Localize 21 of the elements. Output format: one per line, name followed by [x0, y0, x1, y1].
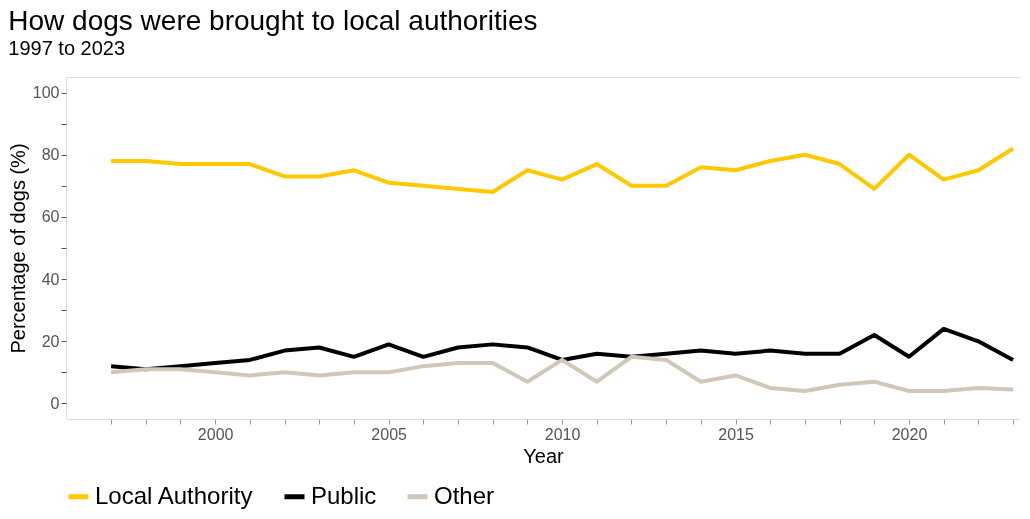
y-tick-label: 60	[41, 208, 60, 226]
line-series	[109, 326, 1016, 372]
y-tick-label: 40	[41, 270, 60, 288]
line-series	[109, 354, 1016, 394]
y-tick-label: 100	[32, 84, 60, 102]
x-tick-label: 2015	[718, 425, 754, 443]
y-tick-label: 80	[41, 146, 60, 164]
y-axis-title: Percentage of dogs (%)	[6, 143, 29, 354]
legend-label: Public	[311, 481, 377, 509]
x-axis-title: Year	[523, 444, 565, 467]
y-tick-label: 20	[41, 332, 60, 350]
legend-label: Other	[434, 481, 495, 509]
x-tick-label: 2020	[891, 425, 928, 443]
x-tick-label: 2005	[371, 425, 408, 443]
x-tick-label: 2000	[197, 425, 234, 443]
chart-title: How dogs were brought to local authorities	[8, 5, 538, 36]
x-tick-label: 2010	[544, 425, 581, 443]
y-tick-label: 0	[50, 394, 60, 412]
chart-subtitle: 1997 to 2023	[8, 37, 126, 59]
line-series	[109, 146, 1016, 195]
legend-label: Local Authority	[95, 481, 253, 509]
